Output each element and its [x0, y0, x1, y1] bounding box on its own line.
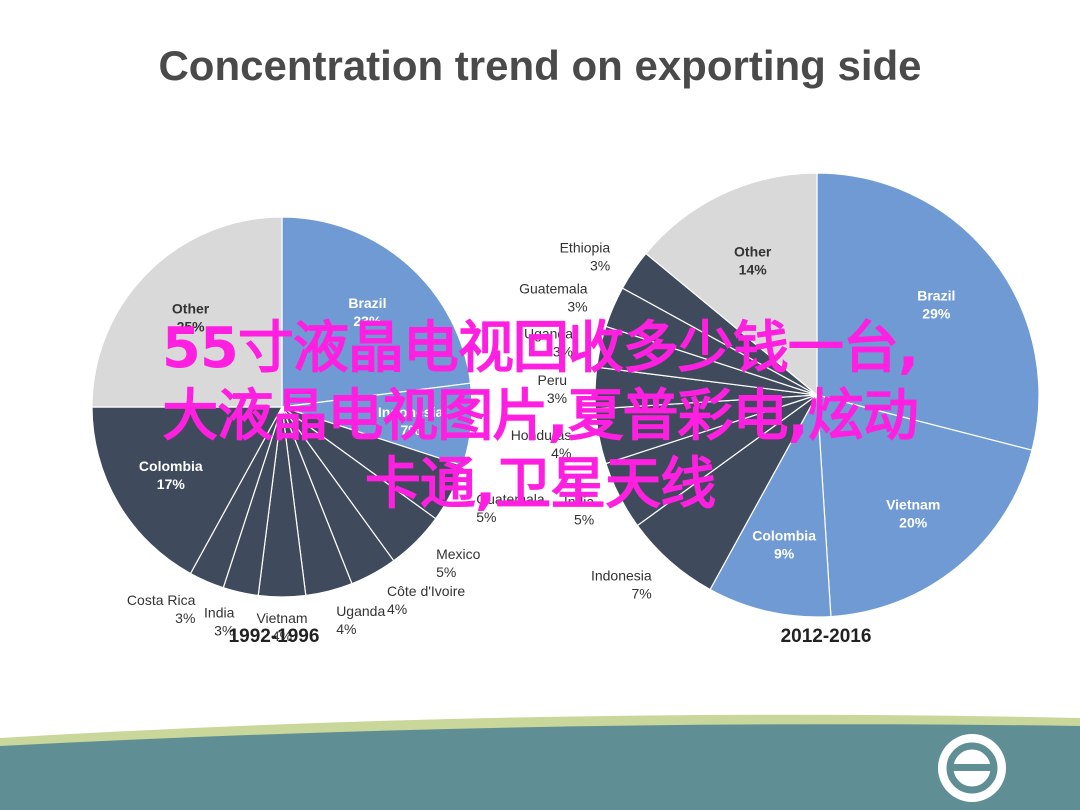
- page-title: Concentration trend on exporting side: [158, 42, 922, 89]
- pie-slice-brazil: [816, 172, 1040, 451]
- pie-value-vietnam: 20%: [899, 514, 928, 530]
- pie-label-colombia: Colombia: [752, 527, 816, 543]
- pie-label-other: Other: [734, 243, 772, 259]
- pie-label-peru: Peru: [538, 372, 568, 388]
- pie-value-indonesia: 7%: [631, 586, 651, 602]
- pie-value-brazil: 29%: [922, 306, 951, 322]
- pie-label-vietnam: Vietnam: [256, 610, 307, 626]
- overlay-text-line-2: 大液晶电视图片,夏普彩电,炫动: [162, 384, 919, 449]
- pie-label-colombia: Colombia: [139, 458, 203, 474]
- pie-slice-brazil: [281, 216, 472, 408]
- pie-value-peru: 3%: [547, 390, 567, 406]
- pie-value-india: 5%: [574, 512, 594, 528]
- pie-label-guatemala: Guatemala: [519, 281, 588, 297]
- pie-label-india: India: [204, 605, 235, 621]
- pie-value-honduras: 4%: [551, 445, 571, 461]
- pie-value-colombia: 9%: [774, 545, 795, 561]
- pie-label-brazil: Brazil: [348, 295, 386, 311]
- pie-label-other: Other: [172, 301, 210, 317]
- pie-value-uganda: 4%: [336, 621, 356, 637]
- pie-label-indonesia: Indonesia: [378, 404, 444, 420]
- chart-1-caption: 1992-1996: [228, 626, 320, 647]
- pie-label-india: India: [564, 494, 595, 510]
- pie-value-guatemala: 3%: [567, 299, 587, 315]
- pie-slice-vietnam: [816, 394, 1033, 618]
- pie-value-other: 25%: [177, 319, 206, 335]
- pie-value-colombia: 17%: [157, 476, 186, 492]
- pie-label-indonesia: Indonesia: [591, 568, 652, 584]
- pie-value-other: 14%: [739, 261, 768, 277]
- pie-value-india: 3%: [214, 623, 234, 639]
- pie-value-vietnam: 4%: [272, 628, 292, 644]
- footer-teal: [0, 724, 1080, 810]
- pie-label-ethiopia: Ethiopia: [560, 240, 611, 256]
- footer-band: [0, 714, 1080, 748]
- pie-label-vietnam: Vietnam: [886, 496, 940, 512]
- chart-2-caption: 2012-2016: [780, 626, 872, 647]
- overlay-text-line-3: 卡通,卫星天线: [364, 452, 716, 517]
- pie-label-uganda: Uganda: [336, 603, 385, 619]
- footer-decoration: [0, 714, 1080, 810]
- pie-value-costa-rica: 3%: [175, 610, 195, 626]
- pie-value-indonesia: 7%: [400, 422, 421, 438]
- pie-slice-colombia: [91, 406, 284, 575]
- circle-logo-icon: [938, 734, 1006, 802]
- pie-2012-2016: Brazil 29% Vietnam 20% Colombia 9% Indonesia 7%…: [511, 172, 1040, 618]
- pie-label-brazil: Brazil: [917, 288, 955, 304]
- pie-value-uganda: 3%: [553, 344, 573, 360]
- pie-slice-other: [645, 172, 818, 397]
- pie-label-mexico: Mexico: [436, 546, 481, 562]
- pie-label-c-te-d-ivoire: Côte d'Ivoire: [387, 583, 465, 599]
- pie-value-guatemala: 5%: [476, 509, 496, 525]
- pie-value-c-te-d-ivoire: 4%: [387, 601, 407, 617]
- pie-label-costa-rica: Costa Rica: [127, 592, 196, 608]
- pie-value-ethiopia: 3%: [590, 258, 610, 274]
- pie-label-honduras: Honduras: [511, 427, 572, 443]
- pie-label-uganda: Uganda: [524, 326, 573, 342]
- pie-value-mexico: 5%: [436, 564, 456, 580]
- pie-1992-1996: Brazil 23% Indonesia 7% Guatemala 5% Mexico 5% C…: [91, 216, 545, 644]
- pie-slice-other: [91, 216, 283, 408]
- overlay-text-line-1: 55寸液晶电视回收多少钱一台,: [161, 316, 919, 381]
- pie-value-brazil: 23%: [353, 313, 382, 329]
- pie-slice-colombia: [709, 392, 832, 618]
- pie-label-guatemala: Guatemala: [476, 491, 545, 507]
